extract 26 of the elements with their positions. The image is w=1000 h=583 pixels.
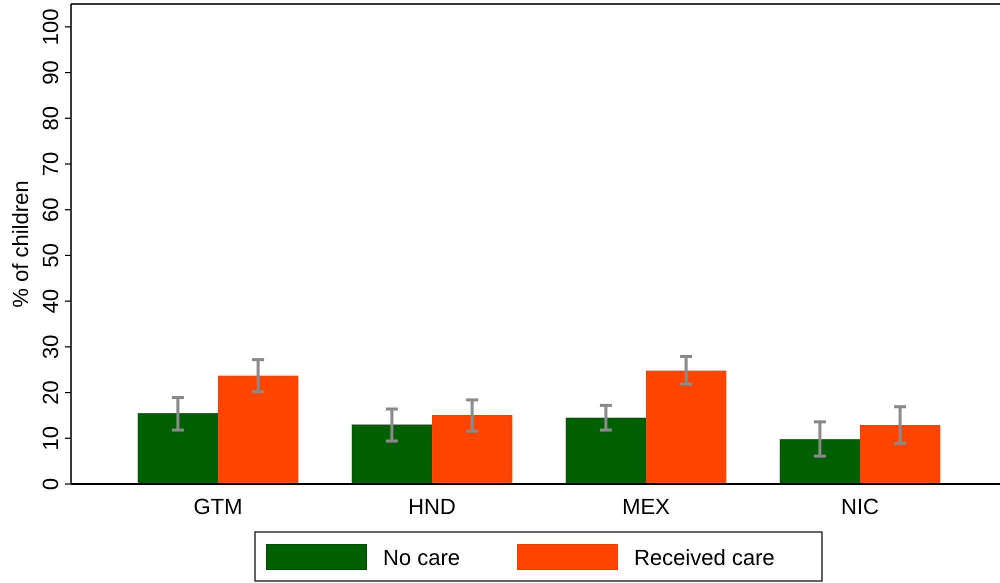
bar [566, 418, 646, 484]
x-tick-label: MEX [622, 494, 670, 519]
bar [860, 425, 940, 484]
legend-label: No care [383, 545, 460, 570]
x-tick-label: GTM [194, 494, 242, 519]
y-tick-label: 60 [38, 197, 63, 222]
y-tick-label: 100 [38, 8, 63, 46]
bar [646, 370, 726, 484]
y-tick-label: 0 [38, 478, 63, 490]
bar [432, 414, 512, 484]
y-tick-label: 50 [38, 243, 63, 268]
y-tick-label: 10 [38, 426, 63, 451]
bar [138, 413, 218, 484]
y-tick-label: 80 [38, 106, 63, 131]
y-tick-label: 20 [38, 380, 63, 405]
x-tick-label: HND [408, 494, 456, 519]
x-tick-label: NIC [841, 494, 880, 519]
y-tick-label: 40 [38, 288, 63, 314]
y-axis-title: % of children [8, 180, 33, 308]
y-tick-label: 90 [38, 60, 63, 85]
legend-label: Received care [634, 545, 775, 570]
bar [352, 424, 432, 484]
bar [218, 376, 298, 484]
bar [780, 439, 860, 484]
y-tick-label: 30 [38, 334, 63, 360]
y-tick-label: 70 [38, 152, 63, 176]
